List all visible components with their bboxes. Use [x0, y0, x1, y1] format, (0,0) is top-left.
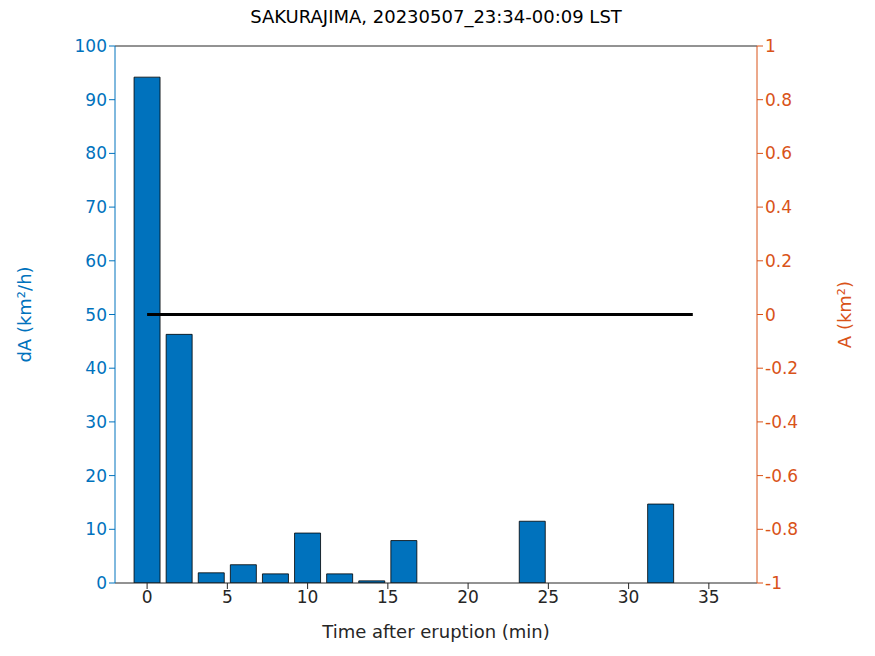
svg-text:10: 10 [85, 519, 107, 539]
svg-text:10: 10 [297, 587, 319, 607]
svg-text:40: 40 [85, 358, 107, 378]
svg-text:-1: -1 [765, 573, 782, 593]
svg-text:20: 20 [85, 466, 107, 486]
svg-text:90: 90 [85, 90, 107, 110]
svg-text:-0.8: -0.8 [765, 519, 798, 539]
svg-text:50: 50 [85, 305, 107, 325]
svg-text:1: 1 [765, 36, 776, 56]
svg-text:0: 0 [765, 305, 776, 325]
svg-text:35: 35 [698, 587, 720, 607]
svg-text:0.4: 0.4 [765, 197, 792, 217]
svg-text:0.2: 0.2 [765, 251, 792, 271]
svg-text:20: 20 [457, 587, 479, 607]
svg-text:25: 25 [538, 587, 560, 607]
svg-text:0.6: 0.6 [765, 143, 792, 163]
svg-text:15: 15 [377, 587, 399, 607]
svg-text:30: 30 [618, 587, 640, 607]
svg-text:0: 0 [142, 587, 153, 607]
svg-text:100: 100 [75, 36, 107, 56]
svg-text:dA (km²/h): dA (km²/h) [14, 266, 35, 362]
svg-text:-0.6: -0.6 [765, 466, 798, 486]
html-text:SAKURAJIMA, 20230507_23:34-00:: SAKURAJIMA, 20230507_23:34-00:09 LST [250, 6, 622, 27]
svg-text:-0.4: -0.4 [765, 412, 798, 432]
svg-text:A (km²): A (km²) [834, 281, 855, 348]
svg-text:5: 5 [222, 587, 233, 607]
svg-text:80: 80 [85, 143, 107, 163]
svg-text:30: 30 [85, 412, 107, 432]
svg-text:70: 70 [85, 197, 107, 217]
svg-text:0: 0 [96, 573, 107, 593]
svg-text:0.8: 0.8 [765, 90, 792, 110]
svg-text:Time after eruption (min): Time after eruption (min) [321, 621, 550, 642]
svg-text:-0.2: -0.2 [765, 358, 798, 378]
svg-text:60: 60 [85, 251, 107, 271]
